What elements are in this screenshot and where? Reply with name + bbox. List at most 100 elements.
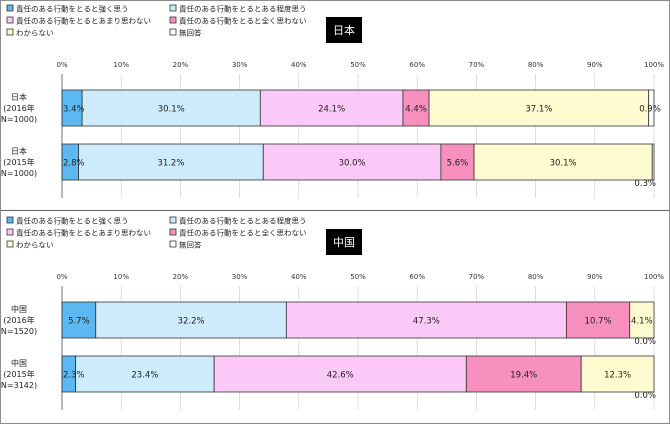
legend-item: 無回答 (169, 28, 202, 38)
legend-label: わからない (16, 29, 54, 38)
row-label: 中国 (11, 304, 27, 314)
bar-segment (651, 143, 655, 181)
legend-label: 責任のある行動をとると強く思う (16, 216, 129, 226)
legend-label: 責任のある行動をとると全く思わない (179, 228, 307, 238)
legend-swatch (169, 228, 177, 236)
legend-swatch (169, 16, 177, 24)
bar-segment (465, 355, 582, 393)
x-tick-label: 90% (587, 273, 603, 281)
bar-segment (213, 355, 467, 393)
bar-value-label: 30.1% (550, 159, 577, 169)
legend-item: わからない (6, 240, 54, 250)
x-tick-label: 90% (587, 61, 603, 69)
country-label-box: 中国 (326, 229, 362, 255)
legend-swatch (6, 28, 14, 36)
bar-segment (629, 301, 655, 339)
x-tick-label: 40% (291, 273, 307, 281)
x-tick-label: 50% (350, 61, 366, 69)
x-tick-label: 100% (644, 273, 664, 281)
row-label: (2016年 (3, 315, 34, 325)
x-tick-label: 30% (232, 273, 248, 281)
bar-value-label: 12.3% (604, 371, 631, 381)
legend-label: 責任のある行動をとるとあまり思わない (16, 16, 151, 26)
panel-divider (1, 210, 669, 211)
bar-segment (580, 355, 655, 393)
country-label-text: 中国 (333, 236, 355, 249)
x-tick-label: 70% (469, 61, 485, 69)
legend-label: 責任のある行動をとると全く思わない (179, 16, 307, 26)
bar-value-label: 31.2% (157, 159, 184, 169)
x-tick-label: 0% (56, 273, 67, 281)
bar-value-label: 0.3% (634, 179, 656, 189)
bar-value-label: 32.2% (178, 317, 205, 327)
row-label: N=1000) (1, 115, 37, 124)
bar-row: 中国(2016年 N=1520) 5.7% 32.2% 47.3% 10.7% 4.1% 0.… (1, 301, 656, 347)
bar-value-label: 5.6% (447, 159, 469, 169)
row-label: (2016年 (3, 103, 34, 113)
row-label: N=1000) (1, 169, 37, 178)
bar-value-label: 5.7% (68, 317, 90, 327)
legend-label: 責任のある行動をとるとあまり思わない (16, 228, 151, 238)
legend-label: 無回答 (179, 240, 202, 250)
bar-value-label: 37.1% (525, 105, 552, 115)
legend-label: わからない (16, 241, 54, 250)
bar-segment (61, 301, 97, 339)
bar-row: 日本(2015年 N=1000) 2.8% 31.2% 30.0% 5.6% 30.1% 0.… (1, 143, 656, 189)
legend-item: 責任のある行動をとるとある程度思う (169, 4, 307, 14)
country-label-box: 日本 (326, 17, 362, 43)
row-label: 日本 (11, 146, 27, 156)
legend-swatch (6, 4, 14, 12)
bar-value-label: 30.1% (158, 105, 185, 115)
bar-value-label: 47.3% (413, 317, 440, 327)
legend-swatch (169, 4, 177, 12)
bar-segment (648, 89, 655, 127)
bar-segment (75, 355, 215, 393)
row-label: N=3142) (1, 381, 37, 390)
x-tick-label: 10% (113, 61, 129, 69)
legend-swatch (6, 16, 14, 24)
bar-value-label: 23.4% (131, 371, 158, 381)
row-label: 日本 (11, 92, 27, 102)
bar-row: 日本(2016年 N=1000) 3.4% 30.1% 24.1% 4.4% 37.1% 0.… (1, 89, 661, 127)
legend-swatch (6, 240, 14, 248)
bar-value-label: 4.4% (405, 105, 427, 115)
legend-item: 責任のある行動をとるとあまり思わない (6, 228, 151, 238)
x-tick-label: 100% (644, 61, 664, 69)
legend-swatch (6, 216, 14, 224)
legend-swatch (169, 240, 177, 248)
bar-value-label: 24.1% (318, 105, 345, 115)
x-tick-label: 80% (528, 273, 544, 281)
legend-swatch (169, 28, 177, 36)
x-tick-label: 60% (409, 61, 425, 69)
bar-segment (262, 143, 442, 181)
chart-panel-japan: 責任のある行動をとると強く思う 責任のある行動をとるとある程度思う 責任のある行動を… (1, 1, 669, 211)
bar-value-label: 0.9% (639, 105, 661, 115)
x-tick-label: 10% (113, 273, 129, 281)
bar-value-label: 2.8% (63, 159, 85, 169)
bar-segment (428, 89, 650, 127)
country-label-text: 日本 (333, 23, 355, 37)
chart-panel-china: 責任のある行動をとると強く思う 責任のある行動をとるとある程度思う 責任のある行動を… (1, 213, 669, 423)
x-tick-label: 20% (173, 61, 189, 69)
legend-item: 無回答 (169, 240, 202, 250)
bar-value-label: 19.4% (510, 371, 537, 381)
x-tick-label: 30% (232, 61, 248, 69)
row-label: N=1520) (1, 327, 37, 336)
bar-value-label: 0.0% (634, 391, 656, 401)
legend-label: 責任のある行動をとると強く思う (16, 4, 129, 14)
x-tick-label: 70% (469, 273, 485, 281)
bar-value-label: 4.1% (631, 317, 653, 327)
x-tick-label: 60% (409, 273, 425, 281)
legend-item: 責任のある行動をとると強く思う (6, 216, 129, 226)
legend-label: 責任のある行動をとるとある程度思う (179, 216, 307, 226)
row-label: (2015年 (3, 157, 34, 167)
chart-china: 責任のある行動をとると強く思う 責任のある行動をとるとある程度思う責任のある行動を… (1, 216, 664, 410)
bar-value-label: 0.0% (634, 337, 656, 347)
legend-item: 責任のある行動をとるとある程度思う (169, 216, 307, 226)
bar-segment (78, 143, 264, 181)
row-label: (2015年 (3, 369, 34, 379)
legend: 責任のある行動をとると強く思う 責任のある行動をとるとある程度思う責任のある行動を… (6, 4, 307, 38)
bar-segment (402, 89, 430, 127)
legend-label: 責任のある行動をとるとある程度思う (179, 4, 307, 14)
bar-segment (81, 89, 261, 127)
